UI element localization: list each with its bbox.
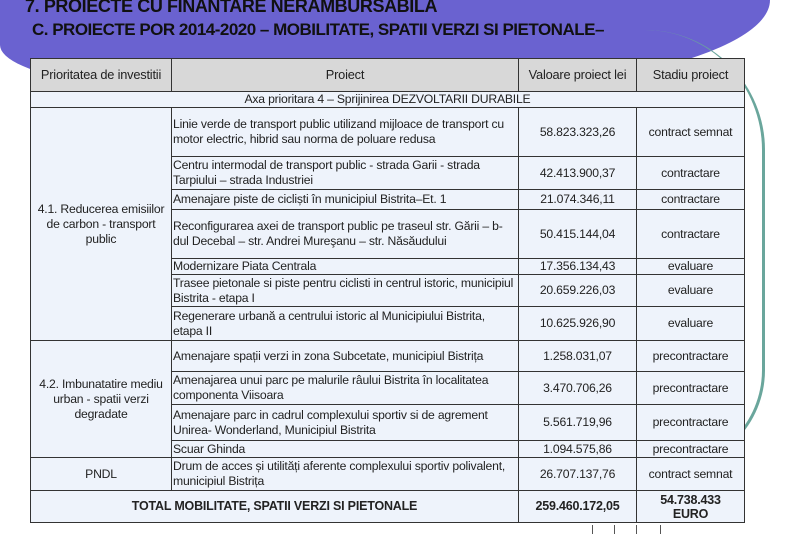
value-cell: 10.625.926,90 bbox=[518, 306, 637, 341]
projects-table: Prioritatea de investitii Proiect Valoar… bbox=[30, 58, 745, 523]
status-cell: evaluare bbox=[636, 258, 745, 275]
value-cell: 17.356.134,43 bbox=[518, 258, 637, 275]
decorative-tick bbox=[636, 525, 637, 534]
value-cell: 5.561.719,96 bbox=[518, 404, 637, 441]
project-cell: Amenajare piste de cicliști în municipiu… bbox=[171, 189, 519, 210]
status-cell: evaluare bbox=[636, 274, 745, 307]
table-row: Trasee pietonale si piste pentru ciclist… bbox=[31, 274, 745, 307]
value-cell: 26.707.137,76 bbox=[518, 457, 637, 491]
status-cell: contract semnat bbox=[636, 107, 745, 157]
project-cell: Centru intermodal de transport public - … bbox=[171, 156, 519, 190]
total-label: TOTAL MOBILITATE, SPATII VERZI SI PIETON… bbox=[30, 490, 519, 523]
project-cell: Amenajarea unui parc pe malurile râului … bbox=[171, 371, 519, 405]
status-cell: contractare bbox=[636, 156, 745, 190]
axis-label: Axa prioritara 4 – Sprijinirea DEZVOLTAR… bbox=[30, 91, 745, 108]
project-cell: Amenajare parc in cadrul complexului spo… bbox=[171, 404, 519, 441]
header-project: Proiect bbox=[171, 58, 519, 92]
table-row: PNDL Drum de acces și utilități aferente … bbox=[30, 457, 745, 491]
value-cell: 21.074.346,11 bbox=[518, 189, 637, 210]
value-cell: 42.413.900,37 bbox=[518, 156, 637, 190]
status-cell: precontractare bbox=[636, 340, 745, 372]
table-header-row: Prioritatea de investitii Proiect Valoar… bbox=[30, 58, 745, 92]
table-row: Reconfigurarea axei de transport public … bbox=[31, 209, 745, 259]
total-euro: 54.738.433 EURO bbox=[636, 490, 745, 523]
decorative-tick bbox=[614, 525, 615, 534]
value-cell: 3.470.706,26 bbox=[518, 371, 637, 405]
project-cell: Scuar Ghinda bbox=[171, 440, 519, 458]
priority-cell: PNDL bbox=[30, 457, 172, 491]
total-row: TOTAL MOBILITATE, SPATII VERZI SI PIETON… bbox=[30, 490, 745, 523]
project-cell: Reconfigurarea axei de transport public … bbox=[171, 209, 519, 259]
status-cell: contractare bbox=[636, 209, 745, 259]
project-cell: Amenajare spații verzi in zona Subcetate… bbox=[171, 340, 519, 372]
slide-title: 7. PROIECTE CU FINANTARE NERAMBURSABILA bbox=[25, 0, 438, 16]
status-cell: precontractare bbox=[636, 404, 745, 441]
status-cell: contractare bbox=[636, 189, 745, 210]
project-cell: Drum de acces și utilități aferente comp… bbox=[171, 457, 519, 491]
status-cell: contract semnat bbox=[636, 457, 745, 491]
status-cell: precontractare bbox=[636, 440, 745, 458]
status-cell: evaluare bbox=[636, 306, 745, 341]
table-row: Modernizare Piata Centrala 17.356.134,43 e… bbox=[31, 258, 745, 275]
project-cell: Regenerare urbană a centrului istoric al… bbox=[171, 306, 519, 341]
table-row: Centru intermodal de transport public - … bbox=[31, 156, 745, 190]
axis-row: Axa prioritara 4 – Sprijinirea DEZVOLTAR… bbox=[30, 91, 745, 108]
table-row: Amenajarea unui parc pe malurile râului … bbox=[31, 371, 745, 405]
project-cell: Modernizare Piata Centrala bbox=[171, 258, 519, 275]
table-row: Amenajare parc in cadrul complexului spo… bbox=[31, 404, 745, 441]
header-value: Valoare proiect lei bbox=[518, 58, 637, 92]
slide-subtitle: C. PROIECTE POR 2014-2020 – MOBILITATE, … bbox=[32, 20, 604, 39]
project-cell: Trasee pietonale si piste pentru ciclist… bbox=[171, 274, 519, 307]
decorative-tick bbox=[660, 525, 661, 534]
header-priority: Prioritatea de investitii bbox=[30, 58, 172, 92]
value-cell: 50.415.144,04 bbox=[518, 209, 637, 259]
table-row: 4.1. Reducerea emisiilor de carbon - tra… bbox=[30, 107, 745, 341]
table-row: Scuar Ghinda 1.094.575,86 precontractare bbox=[31, 440, 745, 458]
status-cell: precontractare bbox=[636, 371, 745, 405]
header-status: Stadiu proiect bbox=[636, 58, 745, 92]
value-cell: 1.258.031,07 bbox=[518, 340, 637, 372]
project-cell: Linie verde de transport public utilizan… bbox=[171, 107, 519, 157]
priority-cell: 4.1. Reducerea emisiilor de carbon - tra… bbox=[30, 107, 172, 341]
value-cell: 1.094.575,86 bbox=[518, 440, 637, 458]
table-row: 4.2. Imbunatatire mediu urban - spatii v… bbox=[30, 340, 745, 458]
decorative-tick bbox=[592, 525, 593, 534]
priority-cell: 4.2. Imbunatatire mediu urban - spatii v… bbox=[30, 340, 172, 458]
decorative-line bbox=[0, 69, 30, 72]
value-cell: 58.823.323,26 bbox=[518, 107, 637, 157]
table-row: Regenerare urbană a centrului istoric al… bbox=[31, 306, 745, 341]
total-value: 259.460.172,05 bbox=[518, 490, 637, 523]
value-cell: 20.659.226,03 bbox=[518, 274, 637, 307]
